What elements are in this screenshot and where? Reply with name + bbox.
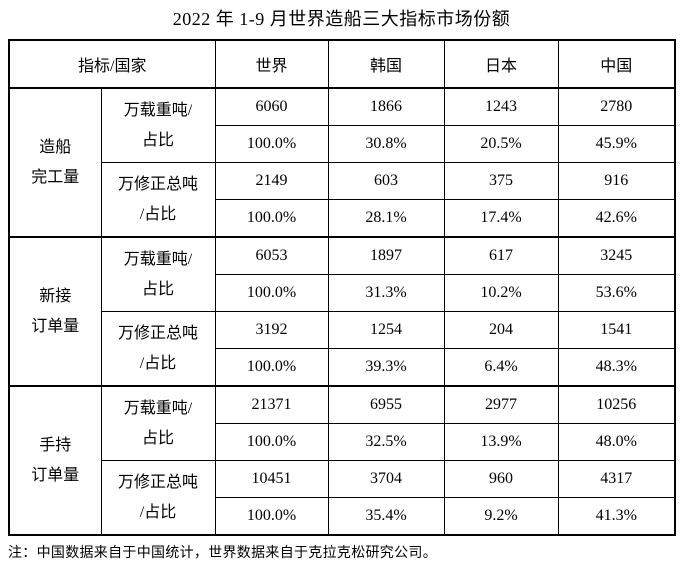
row-header-dwt: 万载重吨/ 占比 [100, 87, 216, 163]
table-cell: 375 [443, 162, 559, 200]
row-header-new-orders: 新接 订单量 [8, 236, 102, 387]
table-cell: 603 [327, 162, 445, 200]
table-cell: 617 [443, 236, 559, 275]
table-cell: 10451 [214, 460, 329, 498]
table-cell: 31.3% [327, 274, 445, 312]
table-cell: 6.4% [443, 348, 559, 387]
table-cell: 32.5% [327, 423, 445, 461]
table-row: 100.0% 28.1% 17.4% 42.6% [9, 199, 676, 238]
table-cell: 10.2% [443, 274, 559, 312]
row-header-orderbook: 手持 订单量 [8, 385, 102, 536]
corner-header: 指标/国家 [8, 39, 216, 89]
table-row: 手持 订单量 万载重吨/ 占比 21371 6955 2977 10256 [8, 385, 676, 536]
table-cell: 13.9% [443, 423, 559, 461]
row-header-dwt: 万载重吨/ 占比 [100, 385, 216, 461]
table-cell: 39.3% [327, 348, 445, 387]
table-cell: 1897 [327, 236, 445, 275]
table-cell: 100.0% [214, 423, 329, 461]
page-title: 2022 年 1-9 月世界造船三大指标市场份额 [172, 9, 511, 29]
col-header-china: 中国 [557, 39, 676, 89]
table-cell: 1541 [557, 311, 676, 349]
table-row: 100.0% 35.4% 9.2% 41.3% [9, 497, 676, 536]
table-cell: 2977 [443, 385, 559, 424]
table-cell: 2149 [214, 162, 329, 200]
table-cell: 100.0% [214, 348, 329, 387]
table-cell: 48.0% [557, 423, 676, 461]
row-header-cgt: 万修正总吨 /占比 [100, 460, 216, 536]
table-cell: 6955 [327, 385, 445, 424]
table-cell: 1254 [327, 311, 445, 349]
table-cell: 3704 [327, 460, 445, 498]
col-header-world: 世界 [214, 39, 329, 89]
table-cell: 1866 [327, 87, 445, 126]
row-header-dwt: 万载重吨/ 占比 [100, 236, 216, 312]
table-row: 100.0% 32.5% 13.9% 48.0% [9, 423, 676, 461]
table-cell: 916 [557, 162, 676, 200]
table-cell: 21371 [214, 385, 329, 424]
table-cell: 3192 [214, 311, 329, 349]
market-share-table: 指标/国家 世界 韩国 日本 中国 造船 完工量 万载重吨/ 占比 6060 1… [8, 39, 677, 536]
table-header-row: 指标/国家 世界 韩国 日本 中国 [8, 39, 676, 89]
table-row: 100.0% 39.3% 6.4% 48.3% [9, 348, 676, 387]
table-cell: 30.8% [327, 125, 445, 163]
table-cell: 53.6% [557, 274, 676, 312]
table-cell: 100.0% [214, 274, 329, 312]
table-cell: 48.3% [557, 348, 676, 387]
table-cell: 100.0% [214, 199, 329, 238]
table-row: 造船 完工量 万载重吨/ 占比 6060 1866 1243 2780 [8, 87, 676, 238]
table-cell: 10256 [557, 385, 676, 424]
table-cell: 6060 [214, 87, 329, 126]
table-cell: 3245 [557, 236, 676, 275]
row-header-completions: 造船 完工量 [8, 87, 102, 238]
table-cell: 41.3% [557, 497, 676, 536]
table-cell: 1243 [443, 87, 559, 126]
table-row: 100.0% 30.8% 20.5% 45.9% [9, 125, 676, 163]
table-row: 万修正总吨 /占比 10451 3704 960 4317 [9, 460, 676, 536]
table-cell: 45.9% [557, 125, 676, 163]
source-footnote: 注：中国数据来自于中国统计，世界数据来自于克拉克松研究公司。 [8, 546, 437, 561]
table-cell: 6053 [214, 236, 329, 275]
table-row: 新接 订单量 万载重吨/ 占比 6053 1897 617 3245 [8, 236, 676, 387]
row-header-cgt: 万修正总吨 /占比 [100, 162, 216, 238]
table-cell: 204 [443, 311, 559, 349]
col-header-japan: 日本 [443, 39, 559, 89]
table-cell: 35.4% [327, 497, 445, 536]
table-cell: 42.6% [557, 199, 676, 238]
table-cell: 28.1% [327, 199, 445, 238]
table-cell: 2780 [557, 87, 676, 126]
table-cell: 100.0% [214, 125, 329, 163]
table-cell: 960 [443, 460, 559, 498]
table-row: 万修正总吨 /占比 2149 603 375 916 [9, 162, 676, 238]
table-cell: 4317 [557, 460, 676, 498]
col-header-korea: 韩国 [327, 39, 445, 89]
table-row: 100.0% 31.3% 10.2% 53.6% [9, 274, 676, 312]
table-cell: 100.0% [214, 497, 329, 536]
table-cell: 9.2% [443, 497, 559, 536]
table-cell: 20.5% [443, 125, 559, 163]
row-header-cgt: 万修正总吨 /占比 [100, 311, 216, 387]
table-cell: 17.4% [443, 199, 559, 238]
table-row: 万修正总吨 /占比 3192 1254 204 1541 [9, 311, 676, 387]
